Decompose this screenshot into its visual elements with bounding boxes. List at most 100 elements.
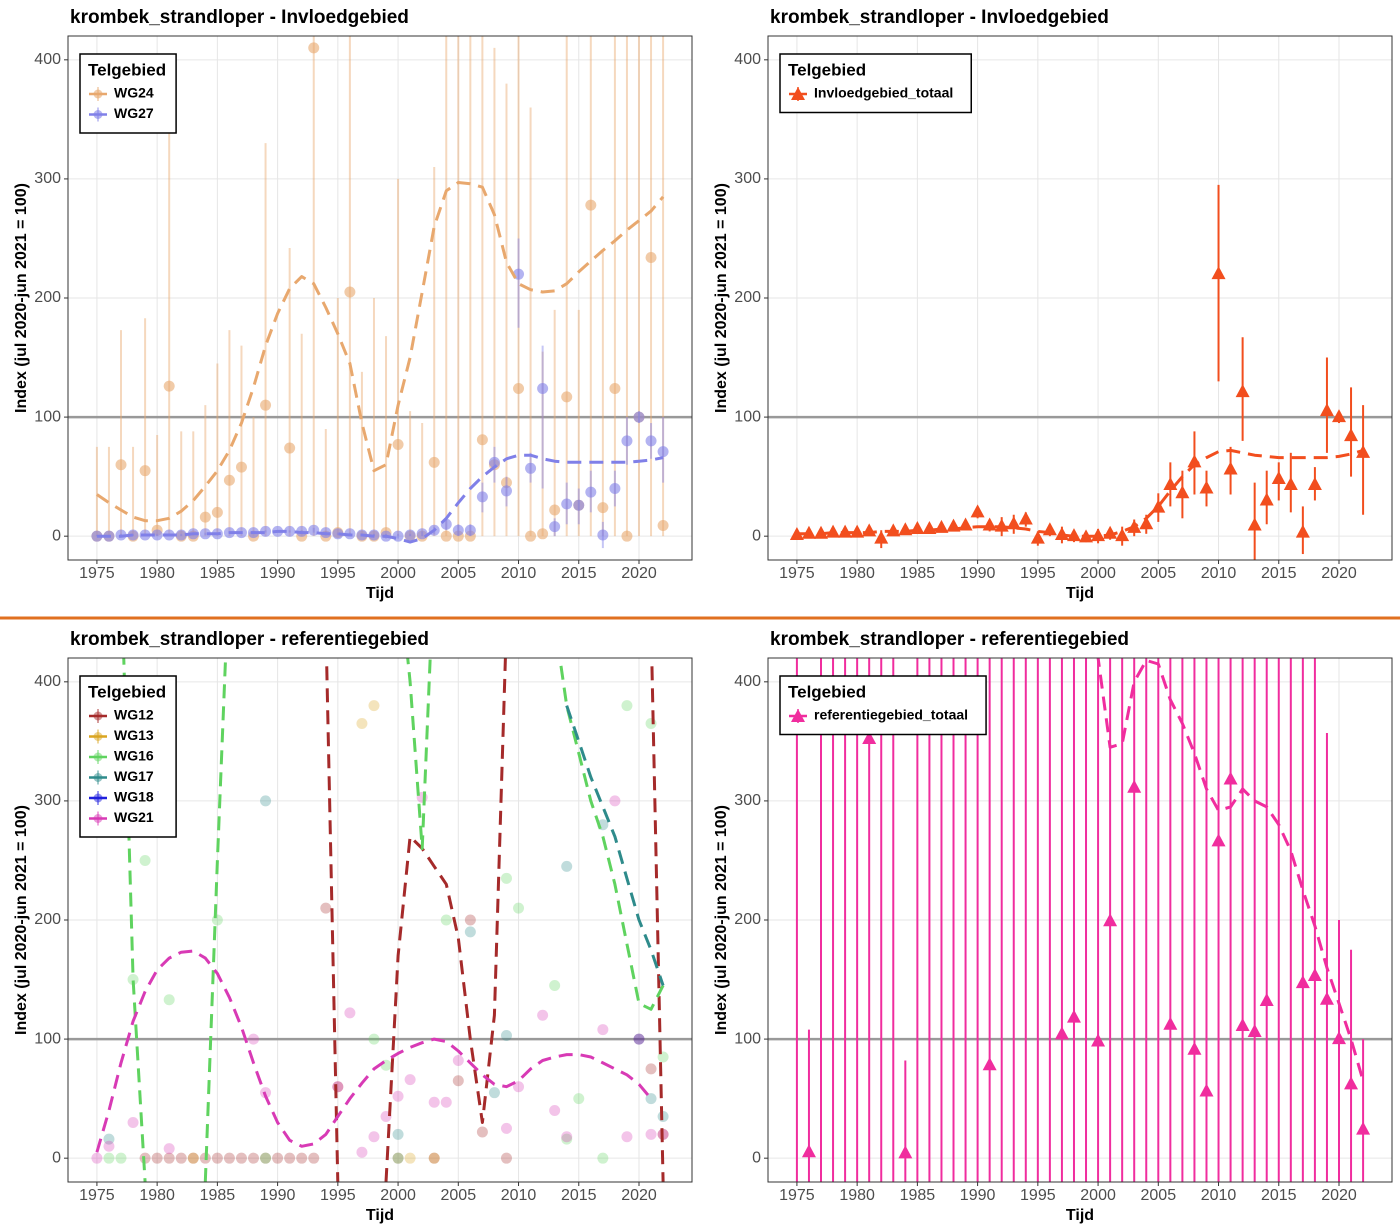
point: [187, 1152, 199, 1164]
point: [513, 1081, 525, 1093]
legend: Telgebied referentiegebied_totaal: [779, 675, 987, 736]
point: [248, 1033, 260, 1045]
legend-marker: [93, 711, 103, 721]
legend-marker: [93, 773, 103, 782]
legend-marker: [791, 87, 805, 100]
point: [561, 1133, 573, 1145]
trend-line: [122, 658, 665, 1182]
point: [344, 286, 356, 298]
x-tick-label: 2005: [441, 1187, 477, 1204]
point: [1259, 492, 1274, 506]
x-tick-label: 1980: [139, 565, 175, 582]
x-tick-label: 1980: [839, 565, 875, 582]
plot-area: [789, 184, 1371, 560]
legend-label: WG13: [114, 727, 154, 743]
trend-line: [1096, 658, 1365, 1082]
y-tick-label: 300: [734, 170, 761, 187]
plot-border: [767, 657, 1393, 1183]
point: [657, 446, 669, 458]
point: [537, 1009, 549, 1021]
legend-marker: [93, 89, 103, 99]
point: [537, 383, 549, 395]
y-tick-label: 0: [752, 1149, 761, 1166]
legend-label: WG27: [114, 105, 154, 121]
legend-marker: [93, 732, 103, 741]
x-tick-label: 1975: [79, 565, 115, 582]
point: [139, 854, 151, 866]
point: [260, 525, 272, 537]
x-tick-label: 2005: [1141, 1187, 1177, 1204]
legend-box: [779, 53, 972, 114]
point: [1223, 771, 1238, 785]
plot-area: [91, 658, 669, 1182]
y-axis-label: Index (jul 2020-jun 2021 = 100): [713, 805, 730, 1035]
point: [1175, 485, 1190, 499]
x-tick-label: 1990: [260, 565, 296, 582]
point: [163, 1143, 175, 1155]
point: [175, 1152, 187, 1164]
trend-line: [796, 448, 1364, 538]
point: [1199, 1083, 1214, 1097]
point: [850, 524, 865, 538]
chart-title: krombek_strandloper - Invloedgebied: [70, 7, 409, 28]
point: [260, 1152, 272, 1164]
trend-line: [95, 949, 653, 1153]
trend-line: [325, 658, 665, 1182]
y-axis-label: Index (jul 2020-jun 2021 = 100): [13, 183, 30, 413]
point: [440, 914, 452, 926]
y-tick-label: 0: [52, 527, 61, 544]
x-tick-label: 2005: [441, 565, 477, 582]
point: [464, 524, 476, 536]
point: [1151, 499, 1166, 513]
legend-label: WG17: [114, 768, 154, 784]
x-tick-label: 1985: [900, 565, 936, 582]
point: [476, 434, 488, 446]
point: [223, 1152, 235, 1164]
legend-marker: [93, 793, 103, 803]
point: [428, 1152, 440, 1164]
x-tick-label: 1990: [960, 1187, 996, 1204]
point: [260, 795, 272, 807]
point: [1066, 528, 1081, 542]
point: [175, 529, 187, 541]
point: [500, 1122, 512, 1134]
point: [452, 524, 464, 536]
point: [260, 399, 272, 411]
point: [211, 506, 223, 518]
point: [1235, 1017, 1250, 1031]
legend-title: Telgebied: [788, 60, 866, 79]
legend-label: WG24: [114, 85, 154, 101]
x-tick-label: 2020: [1321, 565, 1357, 582]
legend: Telgebied Invloedgebied_totaal: [779, 53, 972, 114]
point: [1295, 524, 1310, 538]
point: [392, 1090, 404, 1102]
point: [1006, 516, 1021, 530]
plot-border: [67, 35, 693, 561]
point: [428, 456, 440, 468]
point: [1223, 461, 1238, 475]
y-tick-label: 100: [734, 408, 761, 425]
point: [621, 435, 633, 447]
point: [982, 517, 997, 531]
x-tick-label: 2020: [621, 565, 657, 582]
x-tick-label: 1995: [320, 1187, 356, 1204]
point: [1030, 530, 1045, 544]
point: [597, 1024, 609, 1036]
point: [898, 522, 913, 536]
point: [284, 442, 296, 454]
point: [308, 42, 320, 54]
point: [621, 530, 633, 542]
point: [645, 1063, 657, 1075]
legend-marker: [791, 709, 805, 722]
point: [440, 530, 452, 542]
point: [1319, 403, 1334, 417]
legend-label: WG21: [114, 809, 154, 825]
x-tick-label: 1985: [900, 1187, 936, 1204]
point: [1211, 833, 1226, 847]
point: [500, 1152, 512, 1164]
point: [344, 1007, 356, 1019]
point: [464, 914, 476, 926]
point: [368, 1131, 380, 1143]
point: [561, 1131, 573, 1143]
point: [561, 391, 573, 403]
